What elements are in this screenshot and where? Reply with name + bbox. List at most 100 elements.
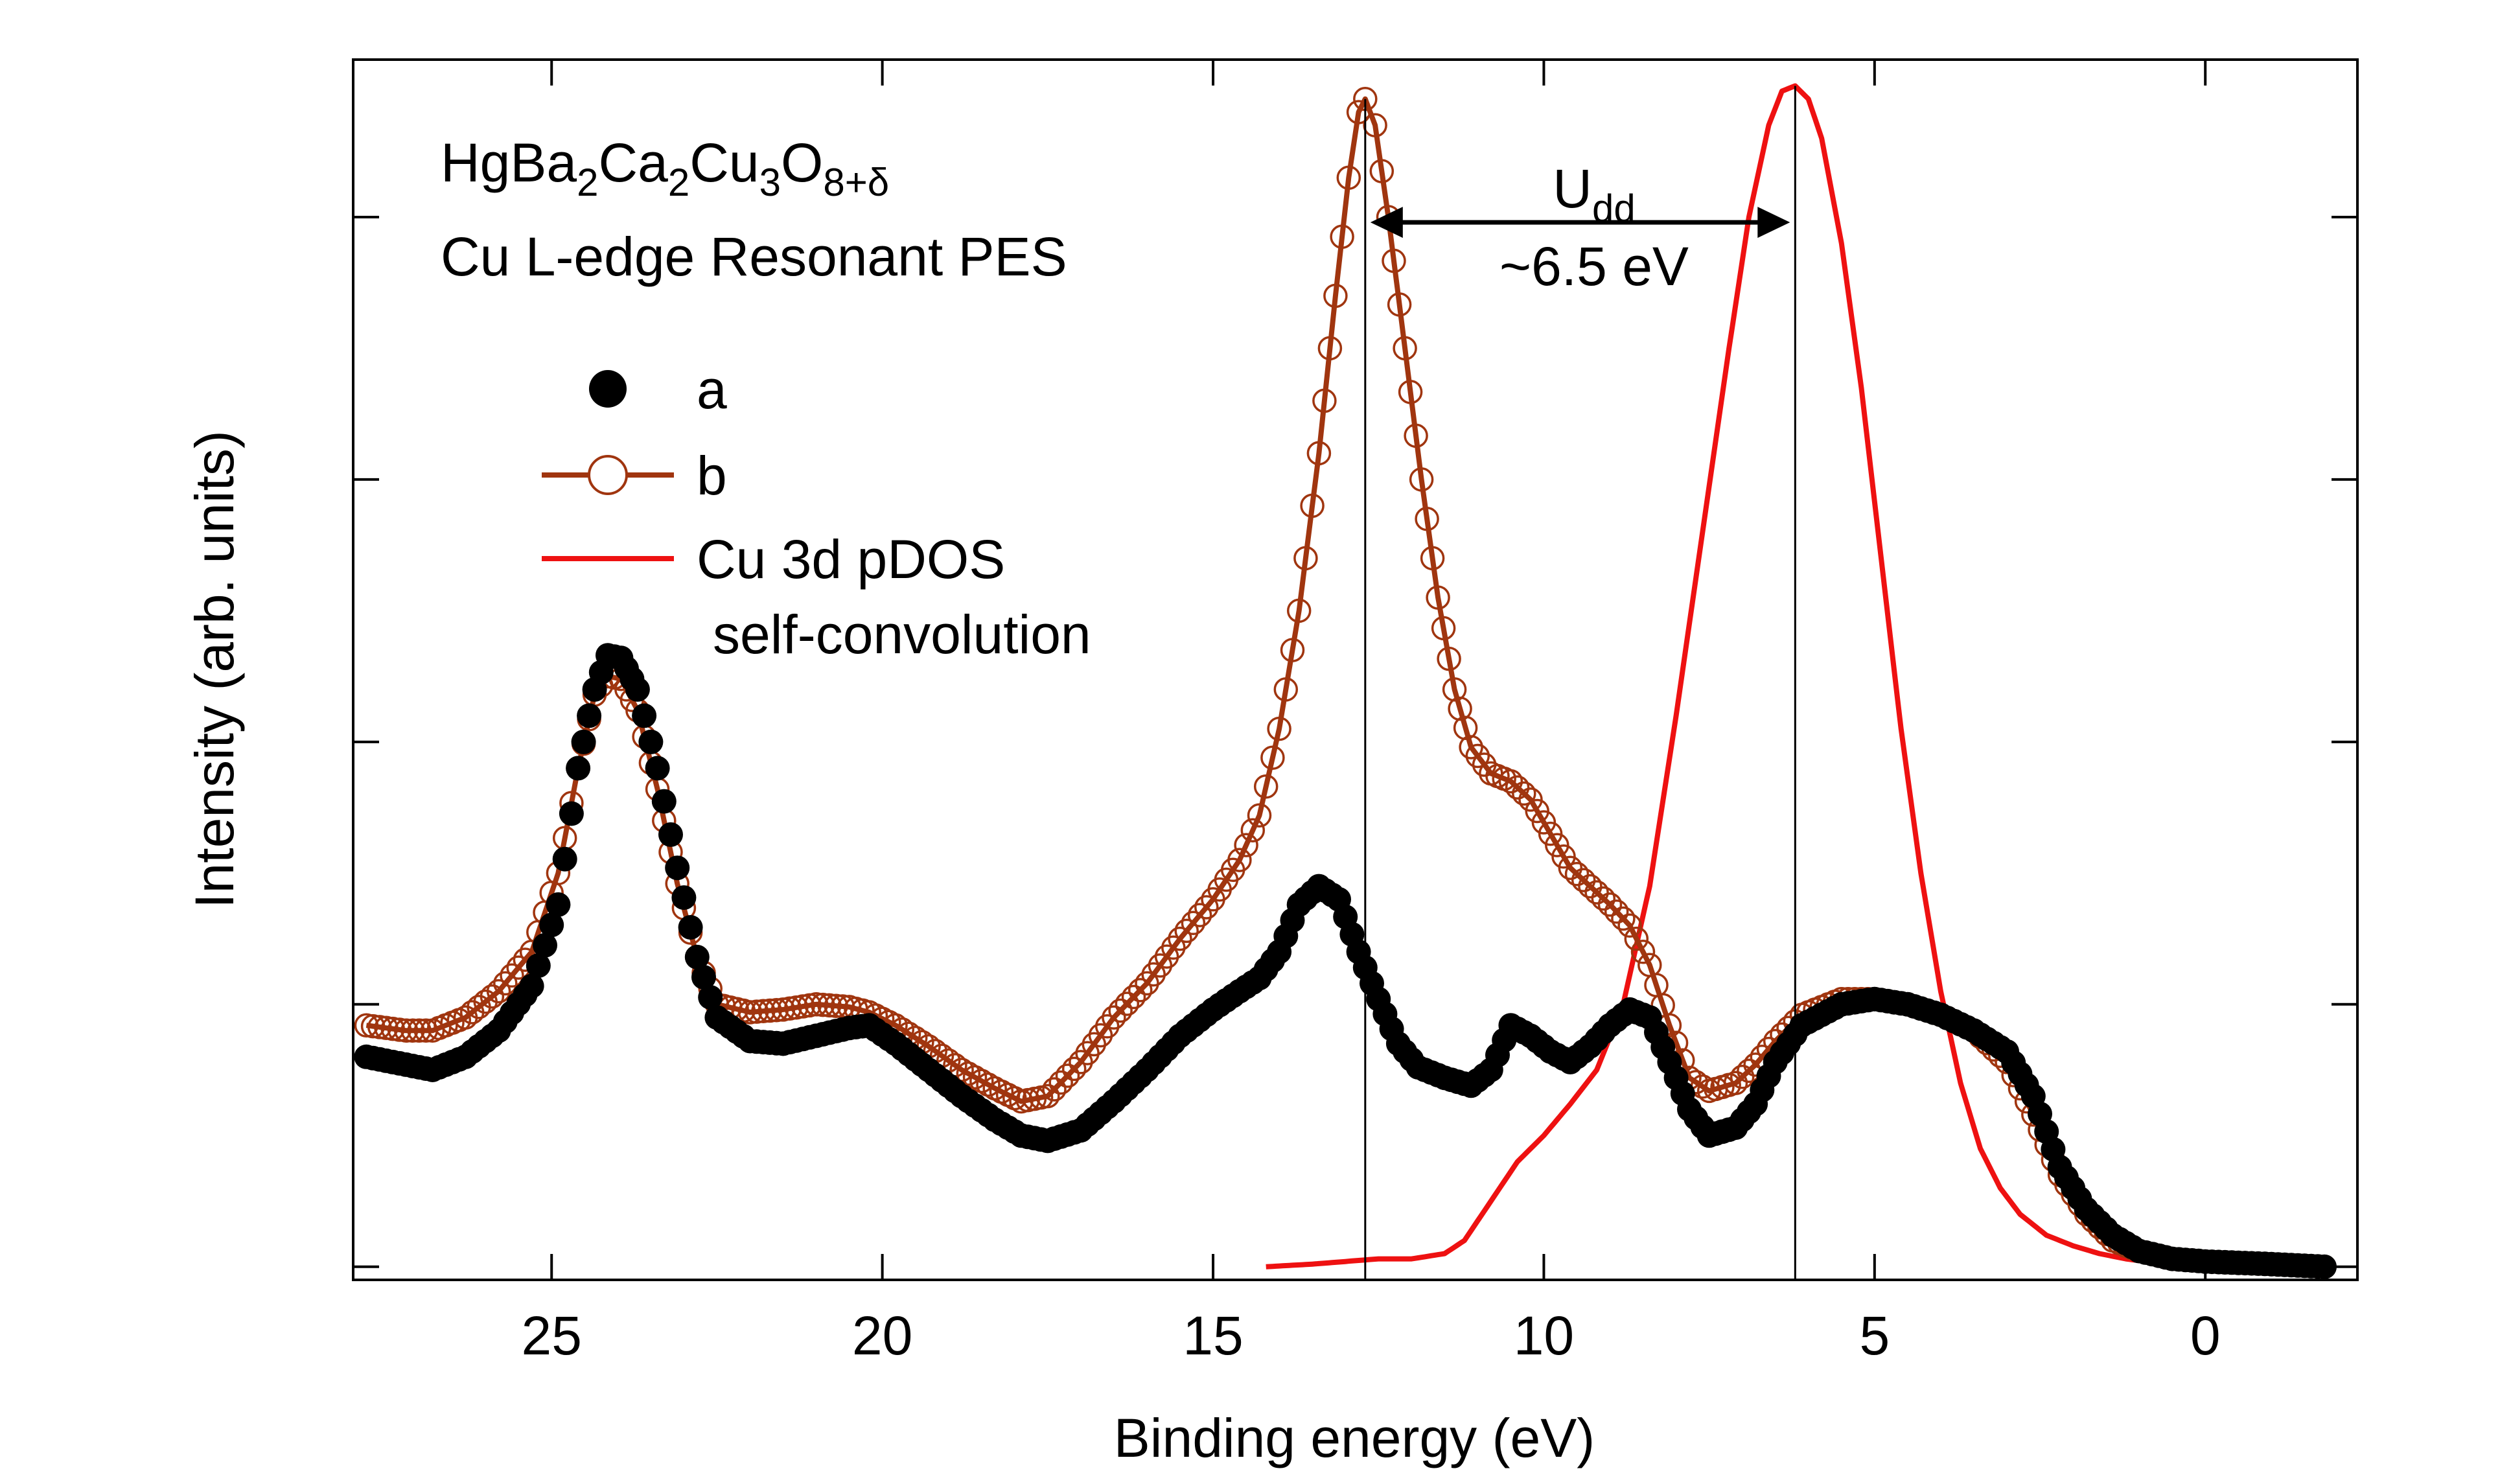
point-b-125	[1174, 918, 1199, 944]
title-line-2: Cu L-edge Resonant PES	[441, 226, 1067, 287]
point-b-211	[1730, 1065, 1755, 1089]
point-b-179	[1518, 787, 1543, 812]
point-a-25	[519, 973, 544, 999]
point-b-158	[1393, 336, 1417, 361]
x-axis-label: Binding energy (eV)	[1114, 1408, 1595, 1468]
point-b-147	[1317, 336, 1343, 361]
point-b-196	[1630, 940, 1656, 964]
point-b-159	[1398, 380, 1423, 404]
point-b-60	[744, 999, 769, 1024]
legend-label-a: a	[697, 359, 727, 420]
point-b-154	[1369, 159, 1395, 183]
point-a-47	[658, 822, 683, 847]
point-a-29	[546, 892, 571, 917]
point-b-148	[1323, 283, 1348, 308]
chart-title: HgBa2Ca2Cu3O8+δ Cu L-edge Resonant PES	[441, 132, 1067, 287]
point-b-21	[493, 971, 518, 996]
point-a-27	[533, 933, 557, 958]
point-b-63	[764, 997, 789, 1023]
point-b-135	[1240, 818, 1266, 842]
point-b-115	[1108, 998, 1133, 1023]
series-line-pdos	[1266, 83, 2193, 1270]
x-tick-label-1: 20	[852, 1305, 912, 1366]
point-b-183	[1545, 833, 1569, 857]
point-b-186	[1564, 861, 1590, 887]
point-a-32	[566, 756, 591, 781]
plot-frame	[352, 58, 2359, 1281]
point-b-145	[1306, 441, 1332, 466]
point-b-171	[1465, 743, 1490, 769]
point-b-176	[1498, 769, 1523, 794]
point-b-107	[1055, 1063, 1080, 1088]
point-b-193	[1611, 906, 1636, 931]
point-b-142	[1286, 598, 1312, 623]
point-b-136	[1247, 803, 1272, 828]
point-b-146	[1312, 388, 1337, 413]
legend-marker-a	[589, 370, 627, 408]
udd-annotation: Udd ~6.5 eV	[1364, 86, 1796, 1280]
point-b-133	[1227, 848, 1252, 872]
series-cu-3d-pdos-self-convolution	[1266, 83, 2193, 1270]
point-b-95	[976, 1072, 1001, 1097]
point-b-127	[1187, 903, 1212, 927]
udd-label: Udd	[1553, 158, 1635, 230]
point-b-71	[817, 993, 842, 1018]
point-b-106	[1048, 1070, 1073, 1095]
point-b-20	[486, 979, 511, 1004]
point-b-139	[1267, 716, 1291, 741]
plot-area-border	[352, 58, 2359, 1281]
legend-marker-b	[588, 455, 628, 495]
point-a-45	[645, 756, 670, 781]
point-b-188	[1578, 874, 1603, 899]
x-tick-label-3: 10	[1514, 1305, 1574, 1366]
point-b-108	[1061, 1056, 1087, 1082]
point-b-210	[1723, 1071, 1748, 1096]
point-a-33	[571, 729, 596, 754]
point-a-30	[552, 846, 577, 872]
point-b-153	[1363, 113, 1387, 137]
point-a-42	[625, 677, 650, 702]
point-a-34	[577, 703, 602, 728]
legend-label-pdos: Cu 3d pDOS	[697, 529, 1005, 590]
point-b-62	[758, 998, 782, 1023]
point-b-141	[1280, 638, 1305, 662]
point-a-52	[691, 965, 716, 990]
series-layer	[354, 83, 2337, 1279]
point-b-70	[811, 992, 835, 1017]
point-b-164	[1426, 585, 1450, 610]
point-b-177	[1505, 775, 1530, 800]
point-b-161	[1409, 467, 1434, 492]
point-b-195	[1624, 926, 1649, 951]
point-b-118	[1128, 978, 1153, 1003]
title-compound: HgBa2Ca2Cu3O8+δ	[441, 132, 889, 204]
point-b-144	[1300, 493, 1325, 518]
x-tick-label-2: 15	[1183, 1305, 1243, 1366]
point-b-59	[737, 1000, 763, 1025]
point-b-163	[1420, 546, 1445, 571]
point-b-114	[1102, 1005, 1126, 1030]
point-a-31	[559, 801, 584, 826]
point-a-43	[632, 703, 657, 728]
point-b-151	[1346, 100, 1371, 124]
point-b-187	[1571, 868, 1596, 892]
axis-ticks: 25 20 15 10 5 0	[353, 60, 2357, 1366]
point-b-189	[1584, 880, 1609, 905]
point-a-49	[671, 885, 697, 910]
point-a-28	[539, 912, 564, 938]
point-b-191	[1597, 892, 1623, 917]
point-a-53	[698, 985, 723, 1010]
point-b-150	[1336, 165, 1361, 190]
point-b-137	[1253, 774, 1279, 799]
y-axis-label: Intensity (arb. units)	[184, 430, 245, 909]
point-b-138	[1260, 745, 1285, 770]
point-a-51	[684, 944, 710, 969]
point-b-190	[1591, 886, 1616, 911]
udd-arrow-head-right	[1757, 207, 1790, 238]
point-b-181	[1531, 810, 1557, 835]
x-tick-label-5: 0	[2190, 1305, 2221, 1366]
point-a-48	[665, 855, 690, 881]
point-b-117	[1121, 984, 1146, 1010]
point-b-165	[1431, 616, 1456, 641]
